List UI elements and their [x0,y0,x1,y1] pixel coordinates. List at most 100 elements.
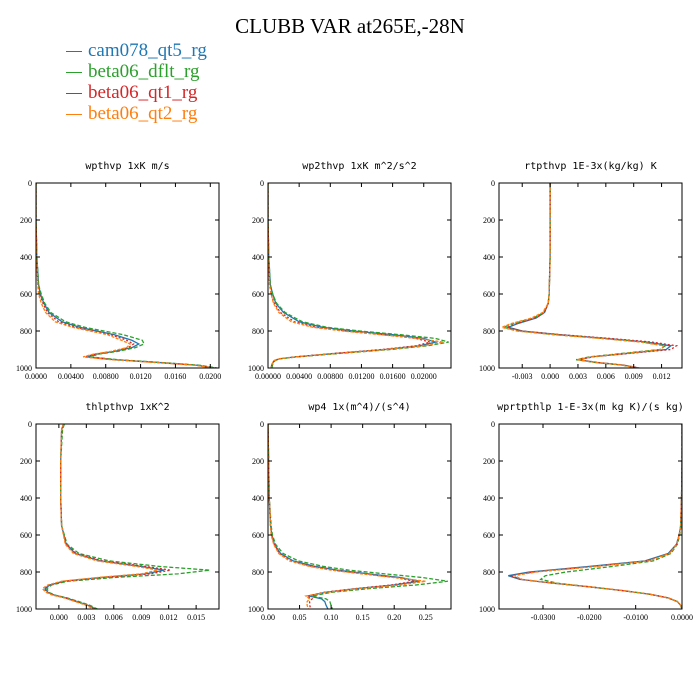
y-tick-label: 0 [28,420,32,429]
x-tick-label: 0.003 [77,613,95,622]
y-tick-label: 600 [20,290,32,299]
y-tick-label: 600 [20,531,32,540]
chart-panel: wp2thvp 1xK m^2/s^2020040060080010000.00… [248,161,452,381]
x-tick-label: -0.003 [512,372,533,381]
series-line [499,183,665,368]
legend-item: beta06_qt2_rg [66,103,207,124]
legend-swatch [66,72,82,73]
x-tick-label: 0.00 [261,613,275,622]
series-line [268,183,449,368]
y-tick-label: 400 [20,494,32,503]
y-tick-label: 200 [252,216,264,225]
x-tick-label: 0.05 [293,613,307,622]
chart-panel: thlpthvp 1xK^2 0 200 400 600 800 1000 0.000 0.00… [16,402,220,622]
x-tick-label: 0.20 [387,613,401,622]
y-tick-label: 1000 [248,605,264,614]
x-tick-label: 0.009 [625,372,643,381]
y-tick-label: 1000 [16,605,32,614]
x-tick-label: 0.0200 [199,372,221,381]
y-tick-label: 1000 [479,605,495,614]
chart-title: rtpthvp 1E-3x(kg/kg) K [524,161,656,172]
x-tick-label: 0.15 [356,613,370,622]
y-tick-label: 800 [252,327,264,336]
plot-frame [35,182,220,369]
plot-frame [498,182,683,369]
x-tick-label: 0.25 [419,613,433,622]
y-tick-label: 0 [260,420,264,429]
y-tick-label: 400 [483,494,495,503]
x-tick-label: 0.009 [132,613,150,622]
y-tick-label: 1000 [248,364,264,373]
y-tick-label: 400 [252,253,264,262]
x-tick-label: 0.00800 [317,372,343,381]
x-tick-label: 0.0120 [130,372,152,381]
series-line [36,183,213,368]
y-tick-label: 200 [483,457,495,466]
y-tick-label: 800 [483,568,495,577]
figure-title: CLUBB VAR at265E,-28N [235,14,465,38]
chart-title: wp4 1x(m^4)/(s^4) [308,402,410,413]
y-tick-label: 400 [20,253,32,262]
y-tick-label: 200 [483,216,495,225]
y-tick-label: 800 [20,568,32,577]
x-tick-label: 0.006 [597,372,615,381]
x-tick-label: 0.0000 [25,372,47,381]
series-line [539,424,682,609]
series-line [512,424,682,609]
x-tick-label: 0.01600 [380,372,406,381]
x-tick-label: 0.00400 [58,372,84,381]
legend-item: cam078_qt5_rg [66,40,207,61]
legend-item: beta06_dflt_rg [66,61,207,82]
chart-title: wpthvp 1xK m/s [85,161,169,172]
x-tick-label: 0.00000 [255,372,281,381]
chart-title: thlpthvp 1xK^2 [85,402,169,413]
series-line [36,183,218,368]
x-tick-label: 0.000 [50,613,68,622]
x-tick-label: 0.0160 [164,372,186,381]
legend-label: beta06_qt1_rg [88,82,198,103]
legend-swatch [66,51,82,52]
y-tick-label: 800 [252,568,264,577]
y-tick-label: 600 [252,290,264,299]
x-tick-label: 0.0000 [671,613,693,622]
plot-frame [267,423,452,610]
series-line [505,183,679,368]
x-tick-label: -0.0300 [531,613,556,622]
y-tick-label: 600 [483,290,495,299]
y-tick-label: 400 [483,253,495,262]
legend-item: beta06_qt1_rg [66,82,207,103]
y-tick-label: 0 [491,420,495,429]
x-tick-label: 0.02000 [411,372,437,381]
x-tick-label: -0.0200 [577,613,602,622]
series-line [44,424,165,609]
series-line [36,183,215,368]
series-line [268,424,426,609]
x-tick-label: 0.10 [324,613,338,622]
plot-frame [498,423,683,610]
x-tick-label: 0.00400 [286,372,312,381]
series-line [268,183,433,368]
y-tick-label: 1000 [479,364,495,373]
chart-title: wprtpthlp 1-E-3x(m kg K)/(s kg) [497,402,684,413]
x-tick-label: 0.006 [105,613,123,622]
legend-label: beta06_dflt_rg [88,61,200,82]
x-tick-label: 0.01200 [348,372,374,381]
chart-panel: wprtpthlp 1-E-3x(m kg K)/(s kg)0 200 400 60… [479,402,693,622]
y-tick-label: 600 [483,531,495,540]
series-line [268,183,444,368]
chart-panel: rtpthvp 1E-3x(kg/kg) K 0 200 400 600 800 1000 -… [479,161,683,381]
y-tick-label: 800 [20,327,32,336]
legend: cam078_qt5_rg beta06_dflt_rg beta06_qt1_… [66,40,207,124]
legend-label: cam078_qt5_rg [88,40,207,61]
y-tick-label: 1000 [16,364,32,373]
x-tick-label: 0.003 [569,372,587,381]
series-line [46,424,210,609]
y-tick-label: 200 [20,457,32,466]
series-line [268,424,420,609]
y-tick-label: 600 [252,531,264,540]
series-line [268,424,415,609]
series-line [268,183,438,368]
